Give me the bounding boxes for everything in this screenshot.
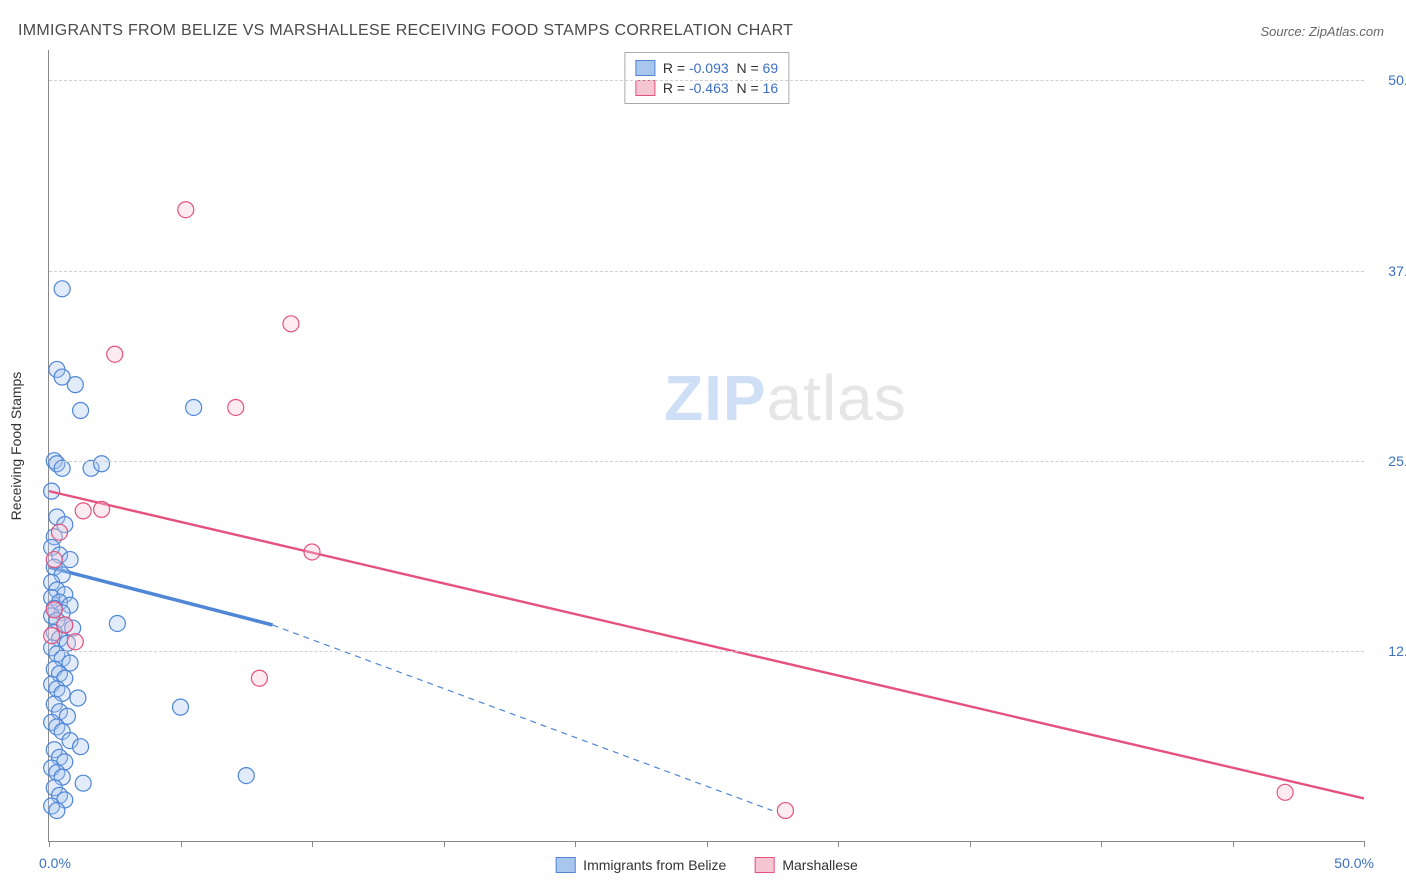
y-axis-label: Receiving Food Stamps	[8, 372, 24, 521]
chart-plot-area: ZIPatlas R = -0.093 N = 69 R = -0.463 N …	[48, 50, 1364, 842]
legend-item-belize: Immigrants from Belize	[555, 857, 726, 873]
gridline-h	[49, 461, 1364, 462]
source-credit: Source: ZipAtlas.com	[1260, 24, 1384, 39]
y-tick-label: 25.0%	[1372, 453, 1406, 469]
series-legend: Immigrants from Belize Marshallese	[555, 857, 858, 873]
svg-plot	[49, 50, 1364, 841]
x-tick-mark	[312, 841, 313, 847]
x-tick-mark	[970, 841, 971, 847]
x-tick-mark	[838, 841, 839, 847]
legend-item-marshallese: Marshallese	[754, 857, 857, 873]
source-name: ZipAtlas.com	[1309, 24, 1384, 39]
source-prefix: Source:	[1260, 24, 1308, 39]
x-tick-max-label: 50.0%	[1334, 855, 1374, 871]
y-tick-label: 12.5%	[1372, 643, 1406, 659]
chart-title: IMMIGRANTS FROM BELIZE VS MARSHALLESE RE…	[18, 22, 793, 40]
x-tick-mark	[1364, 841, 1365, 847]
gridline-h	[49, 271, 1364, 272]
swatch-belize-bottom	[555, 857, 575, 873]
gridline-h	[49, 80, 1364, 81]
x-tick-mark	[575, 841, 576, 847]
gridline-h	[49, 651, 1364, 652]
y-tick-label: 37.5%	[1372, 263, 1406, 279]
x-tick-mark	[1233, 841, 1234, 847]
x-tick-mark	[707, 841, 708, 847]
x-tick-mark	[1101, 841, 1102, 847]
x-tick-mark	[444, 841, 445, 847]
legend-label-belize: Immigrants from Belize	[583, 857, 726, 873]
x-tick-mark	[49, 841, 50, 847]
y-tick-label: 50.0%	[1372, 72, 1406, 88]
x-tick-mark	[181, 841, 182, 847]
legend-label-marshallese: Marshallese	[782, 857, 857, 873]
swatch-marshallese-bottom	[754, 857, 774, 873]
x-tick-min-label: 0.0%	[39, 855, 71, 871]
